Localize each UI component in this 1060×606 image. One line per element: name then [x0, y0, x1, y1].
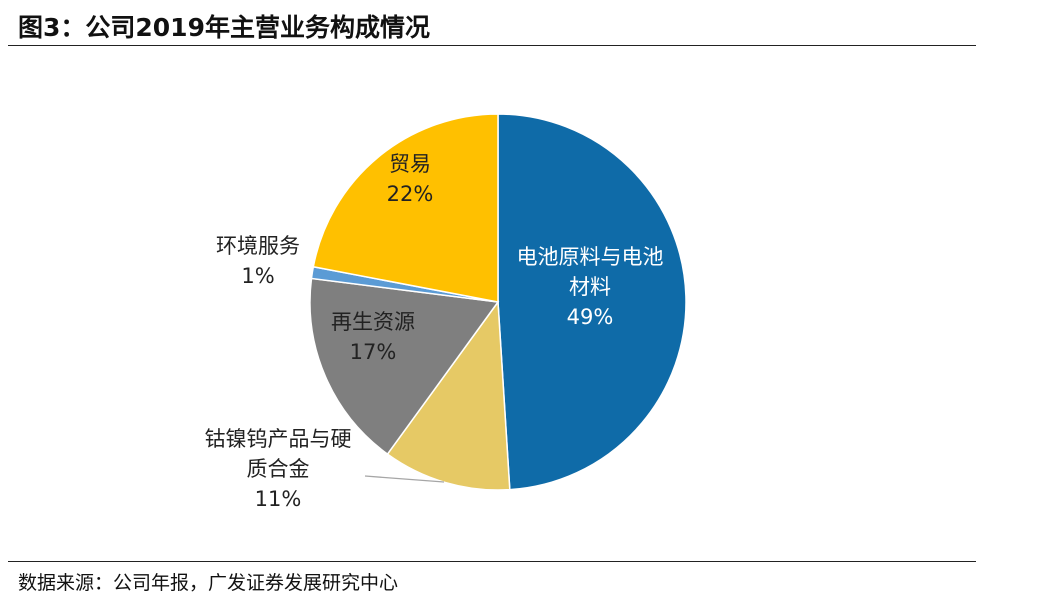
pie-slice-trade [312, 113, 499, 303]
slice-percent-battery-materials: 49% [567, 305, 614, 329]
slice-label-trade-1: 贸易 [389, 152, 431, 176]
data-source-note: 数据来源：公司年报，广发证券发展研究中心 [18, 572, 399, 594]
slice-label-cobalt-nickel-tungsten-1: 钴镍钨产品与硬 [205, 427, 352, 451]
pie-slice-recycled-resources [309, 277, 500, 456]
leader-line-cobalt-nickel-tungsten [364, 475, 445, 483]
slice-label-environmental-services-1: 环境服务 [216, 234, 300, 258]
source-divider [8, 561, 976, 562]
pie-slice-cobalt-nickel-tungsten [386, 299, 511, 491]
slice-label-recycled-resources-1: 再生资源 [331, 310, 415, 334]
chart-title: 图3：公司2019年主营业务构成情况 [18, 13, 430, 42]
pie-slice-battery-materials [497, 113, 687, 491]
title-divider [8, 45, 976, 46]
slice-percent-recycled-resources: 17% [350, 340, 397, 364]
slice-percent-cobalt-nickel-tungsten: 11% [255, 487, 302, 511]
slice-label-battery-materials-2: 材料 [569, 275, 611, 299]
slice-percent-trade: 22% [387, 182, 434, 206]
slice-label-cobalt-nickel-tungsten-2: 质合金 [247, 457, 310, 481]
slice-percent-environmental-services: 1% [241, 264, 274, 288]
slice-label-battery-materials-1: 电池原料与电池 [517, 245, 664, 269]
